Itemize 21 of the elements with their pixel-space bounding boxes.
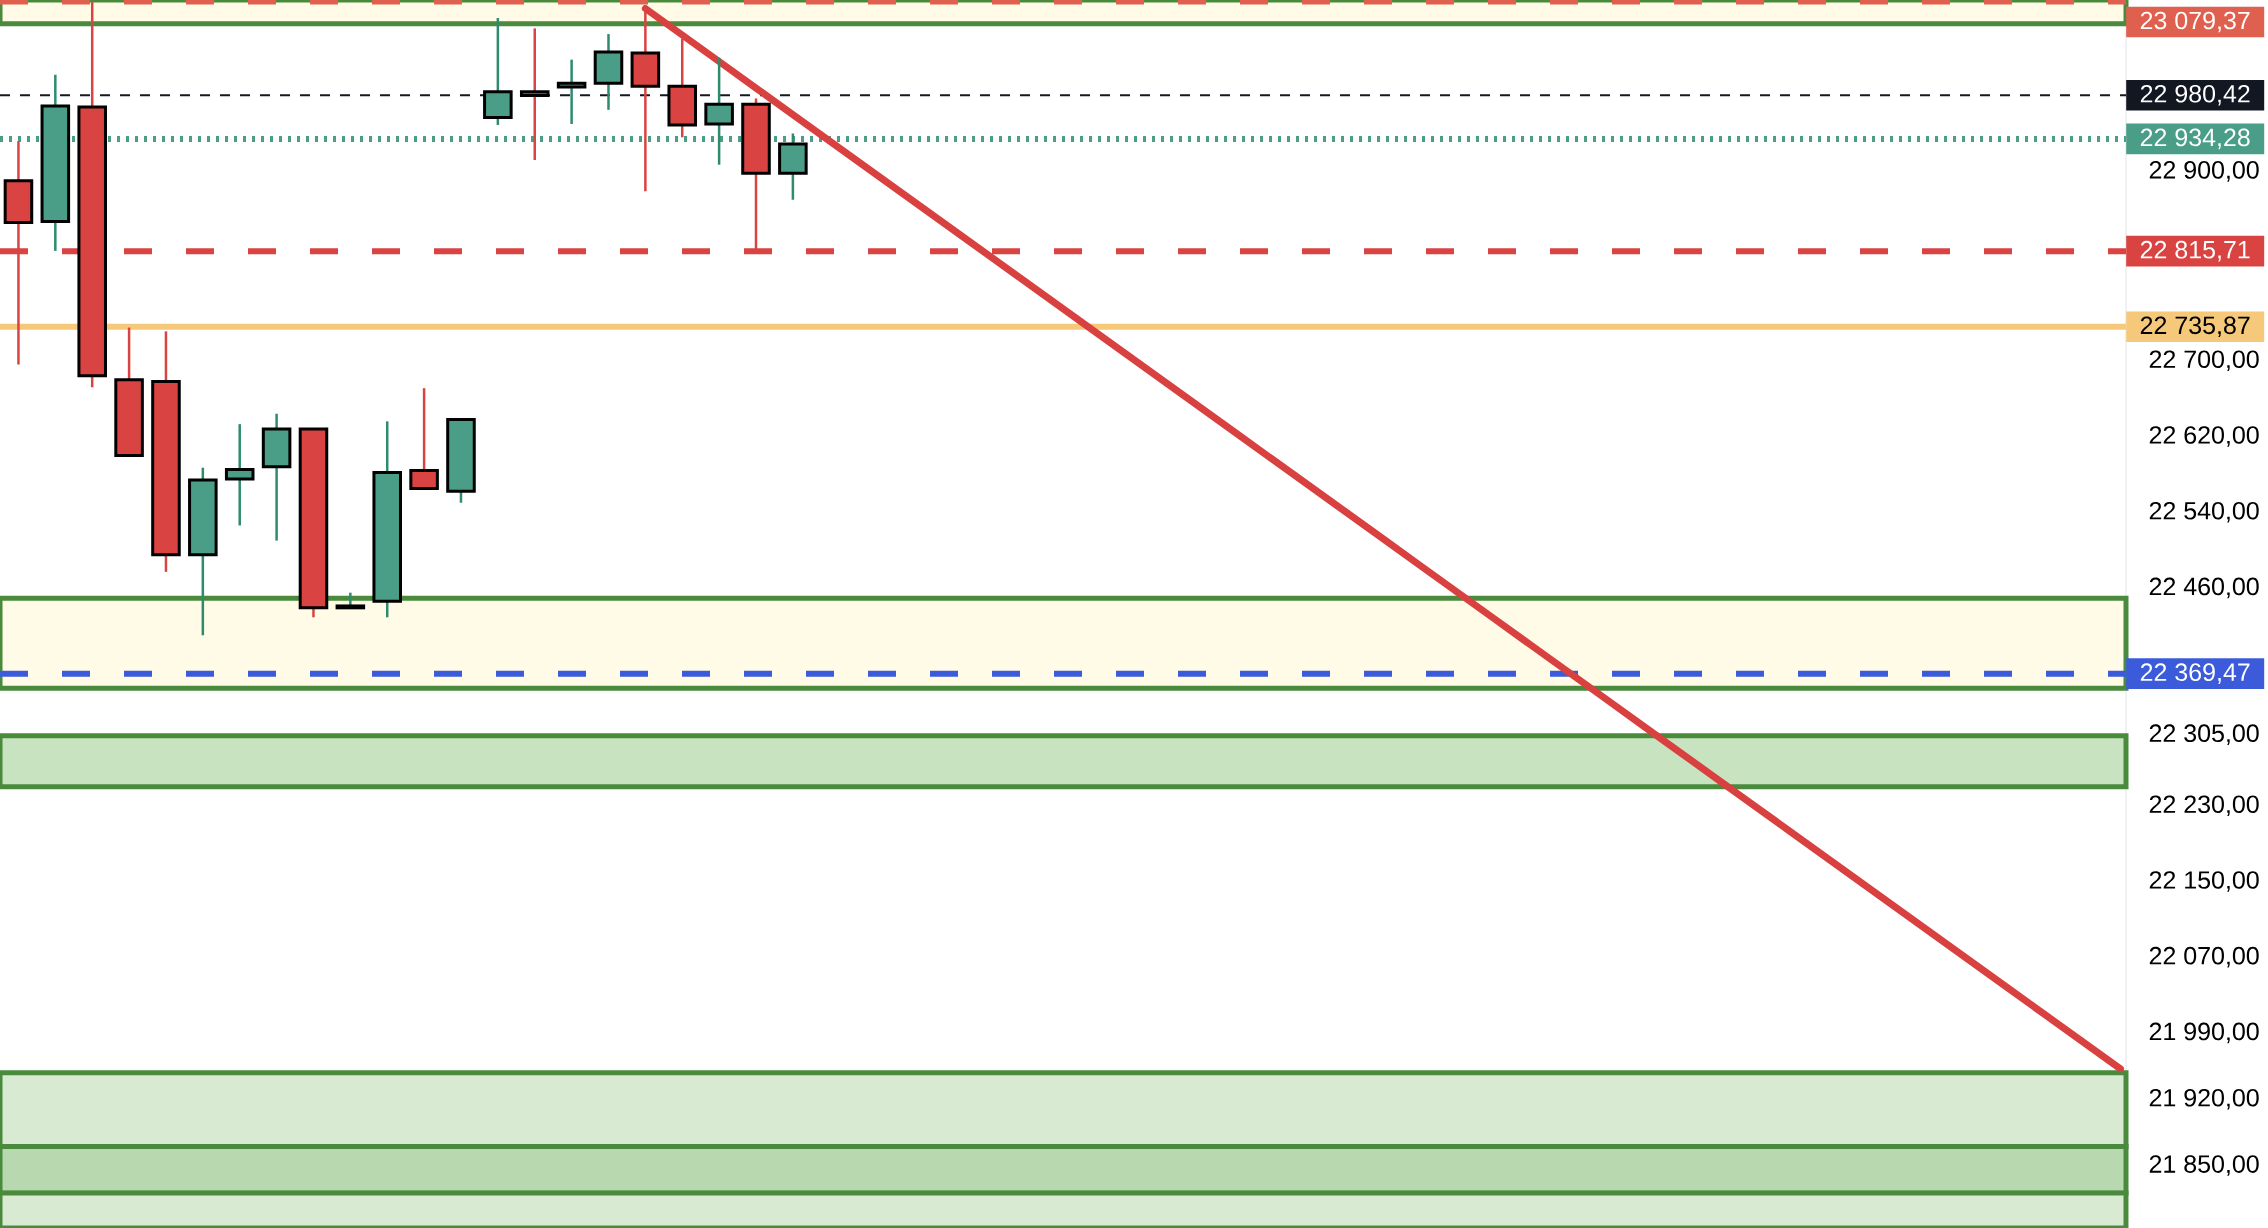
y-tick-label: 22 620,00 bbox=[2149, 426, 2259, 447]
candlestick bbox=[556, 58, 587, 126]
y-tick-label: 22 900,00 bbox=[2149, 161, 2259, 182]
y-tick-label: 22 070,00 bbox=[2149, 946, 2259, 968]
y-tick-label: 22 700,00 bbox=[2149, 350, 2259, 372]
candlestick bbox=[519, 27, 550, 162]
candlestick bbox=[224, 422, 255, 527]
y-tick-label: 22 460,00 bbox=[2149, 577, 2259, 599]
ref-line-label: 22 735,87 bbox=[2140, 316, 2250, 338]
ref-line-label: 22 980,42 bbox=[2140, 84, 2250, 106]
ref-line-label: 23 079,37 bbox=[2140, 11, 2250, 33]
ref-line-label: 22 815,71 bbox=[2140, 240, 2250, 262]
y-tick-label: 22 150,00 bbox=[2149, 871, 2259, 892]
ref-line-label: 22 934,28 bbox=[2140, 128, 2250, 150]
y-tick-label: 21 920,00 bbox=[2149, 1088, 2259, 1110]
y-tick-label: 21 850,00 bbox=[2149, 1155, 2259, 1176]
y-tick-label: 22 230,00 bbox=[2149, 795, 2259, 817]
y-tick-label: 22 540,00 bbox=[2149, 501, 2259, 523]
y-tick-label: 22 305,00 bbox=[2149, 724, 2259, 746]
ref-line-label: 22 369,47 bbox=[2140, 663, 2250, 684]
y-tick-label: 21 990,00 bbox=[2149, 1022, 2259, 1044]
